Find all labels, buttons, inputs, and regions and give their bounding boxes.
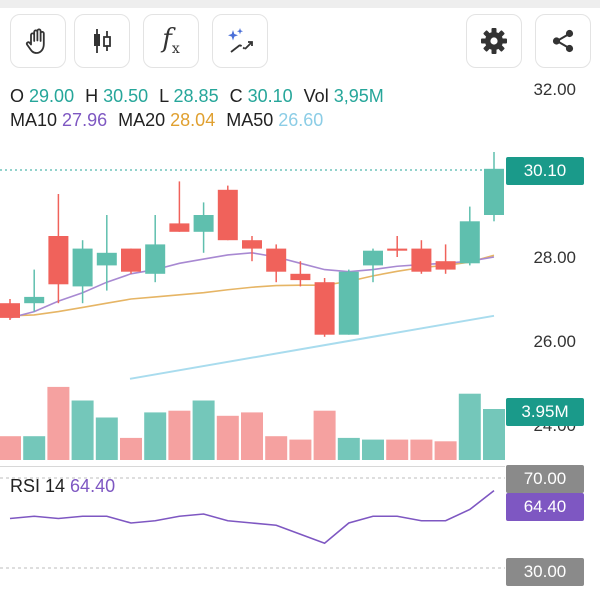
low-value: 28.85: [173, 86, 219, 106]
last-price-tag: 30.10: [506, 157, 584, 185]
candle-body: [0, 303, 20, 318]
price-axis-label: 26.00: [533, 332, 576, 351]
volume-bar: [483, 409, 505, 460]
rsi-lower-level-tag: 30.00: [506, 558, 584, 586]
high-label: H: [85, 86, 99, 106]
candle-body: [484, 168, 504, 215]
candle-body: [193, 215, 214, 232]
candle-body: [242, 240, 262, 249]
candle-body: [96, 252, 117, 266]
volume-bar: [23, 436, 46, 460]
volume-bar: [289, 439, 312, 460]
candle-body: [387, 248, 408, 251]
volume-value: 3,95M: [333, 86, 384, 106]
volume-bar: [386, 439, 409, 460]
rsi-value-tag: 64.40: [506, 493, 584, 521]
candle-body: [411, 248, 432, 272]
price-axis-label: 28.00: [533, 248, 576, 267]
close-label: C: [229, 86, 243, 106]
ohlc-legend: O 29.00 H 30.50 L 28.85 C 30.10 Vol 3,95…: [10, 86, 384, 107]
rsi-upper-level-tag: 70.00: [506, 465, 584, 493]
volume-bar: [458, 393, 481, 460]
share-icon: [552, 29, 574, 53]
ma50-line: [129, 314, 495, 380]
share-button[interactable]: [535, 14, 591, 68]
candle-body: [121, 248, 141, 272]
rsi-legend: RSI 14 64.40: [10, 476, 115, 497]
ma50-label: MA50: [226, 110, 274, 130]
ma20-value: 28.04: [170, 110, 216, 130]
volume-bar: [410, 439, 433, 460]
volume-tag: 3.95M: [506, 398, 584, 426]
open-label: O: [10, 86, 25, 106]
candle-body: [459, 221, 480, 264]
volume-bar: [434, 441, 457, 460]
hand-tool-button[interactable]: [10, 14, 66, 68]
chart-type-button[interactable]: [74, 14, 130, 68]
volume-bar: [265, 436, 288, 460]
volume-bar: [95, 417, 118, 460]
volume-bar: [120, 437, 142, 460]
volume-bar: [313, 410, 336, 460]
volume-bar: [168, 410, 191, 460]
volume-bar: [216, 415, 239, 460]
low-label: L: [159, 86, 169, 106]
open-value: 29.00: [29, 86, 75, 106]
high-value: 30.50: [103, 86, 149, 106]
candle-body: [24, 296, 45, 304]
candle-body: [217, 189, 238, 241]
volume-bar: [241, 412, 263, 460]
settings-gear-icon: [481, 28, 507, 54]
candle-body: [435, 261, 456, 270]
moving-average-legend: MA10 27.96 MA20 28.04 MA50 26.60: [10, 110, 323, 131]
volume-bar: [337, 437, 360, 460]
volume-bar: [144, 412, 167, 460]
top-divider: [0, 0, 600, 8]
rsi-line: [9, 489, 495, 545]
candle-body: [145, 244, 166, 274]
ma10-label: MA10: [10, 110, 58, 130]
ma10-value: 27.96: [62, 110, 108, 130]
ma20-label: MA20: [118, 110, 166, 130]
candle-body: [266, 248, 287, 272]
candle-body: [314, 282, 335, 335]
candle-body: [363, 250, 383, 266]
candle-body: [169, 223, 190, 232]
volume-bar: [71, 400, 94, 460]
volume-label: Vol: [303, 86, 329, 106]
candle-body: [48, 236, 69, 285]
candlestick-type-icon: [94, 29, 111, 53]
drawing-tools-button[interactable]: [212, 14, 268, 68]
settings-button[interactable]: [466, 14, 522, 68]
ma50-value: 26.60: [278, 110, 324, 130]
candle-body: [290, 273, 311, 281]
close-value: 30.10: [247, 86, 293, 106]
candle-body: [338, 271, 359, 335]
indicators-fx-icon: fx: [162, 24, 180, 58]
volume-bar: [0, 436, 21, 460]
volume-bar: [362, 439, 384, 460]
volume-bar: [47, 386, 70, 460]
price-axis-label: 32.00: [533, 80, 576, 99]
drawing-tools-icon: [228, 28, 253, 53]
volume-bar: [192, 400, 215, 460]
chart-toolbar: fx: [0, 14, 600, 70]
indicators-button[interactable]: fx: [143, 14, 199, 68]
rsi-pane-divider: [0, 466, 505, 467]
rsi-value: 64.40: [70, 476, 116, 496]
hand-cursor-icon: [25, 28, 45, 54]
candle-body: [72, 248, 93, 287]
rsi-label: RSI 14: [10, 476, 66, 496]
